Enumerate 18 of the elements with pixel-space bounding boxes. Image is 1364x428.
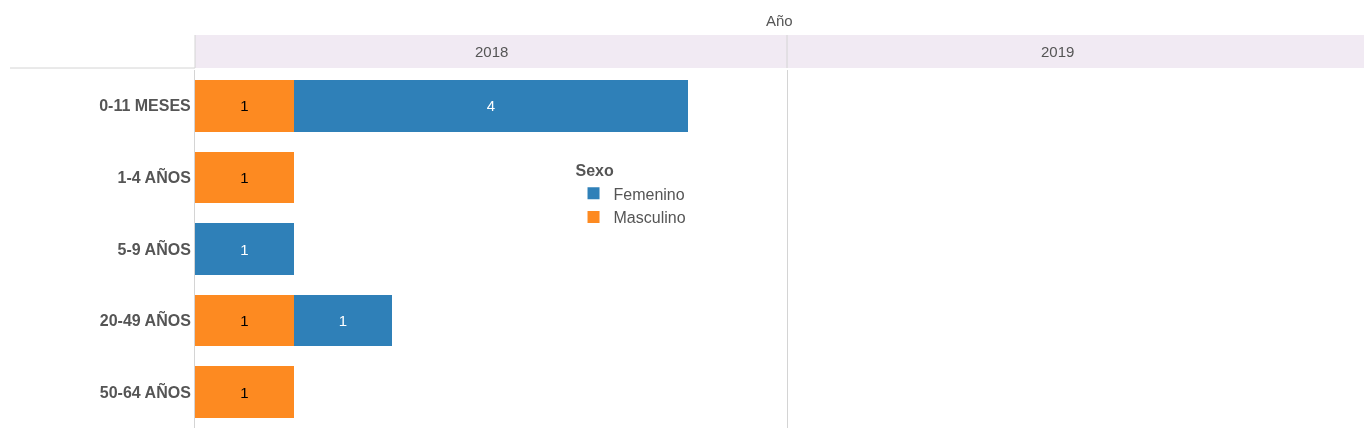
y-tick-label: 20-49 AÑOS bbox=[99, 310, 192, 330]
data-label: 1 bbox=[338, 312, 348, 330]
y-tick-label: 1-4 AÑOS bbox=[117, 167, 192, 186]
data-label: 4 bbox=[486, 97, 496, 115]
data-label: 1 bbox=[240, 240, 249, 258]
data-label: 1 bbox=[240, 168, 249, 186]
data-label: 1 bbox=[240, 312, 249, 330]
legend-title: Sexo bbox=[575, 162, 614, 180]
legend-label: Femenino bbox=[613, 185, 685, 203]
text: 2019 bbox=[1041, 43, 1075, 60]
chart-title: 2018 bbox=[475, 43, 509, 60]
y-tick-label: 5-9 AÑOS bbox=[117, 238, 192, 258]
y-tick-label: 0-11 MESES bbox=[99, 97, 192, 115]
text: Año bbox=[766, 12, 793, 29]
legend-label: Masculino bbox=[613, 209, 686, 227]
data-label: 1 bbox=[240, 97, 249, 115]
data-label: 1 bbox=[240, 383, 249, 401]
y-tick-label: 50-64 AÑOS bbox=[99, 381, 192, 401]
